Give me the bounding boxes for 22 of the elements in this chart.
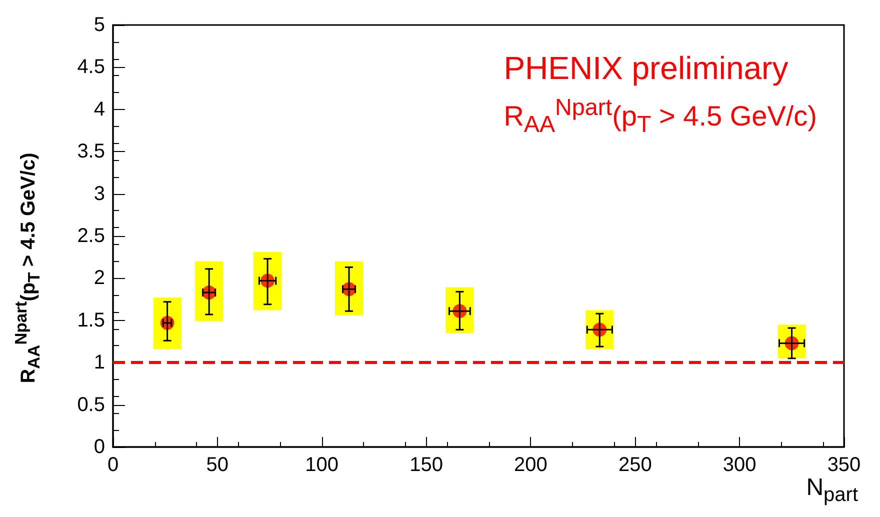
y-tick-label: 4.5	[77, 56, 105, 78]
y-tick-label: 3.5	[77, 140, 105, 163]
x-tick-label: 50	[206, 454, 229, 476]
y-tick-label: 2	[94, 267, 105, 290]
annotation: PHENIX preliminary	[504, 49, 790, 88]
y-tick-label: 1	[94, 352, 105, 374]
x-axis-title: N$_{part}$	[806, 474, 858, 506]
y-tick-label: 4	[94, 98, 105, 120]
x-tick-label: 100	[305, 454, 339, 476]
y-tick-label: 3	[94, 182, 105, 205]
x-tick-label: 300	[722, 454, 756, 476]
y-tick-label: 5	[94, 14, 105, 36]
x-tick-label: 0	[107, 454, 119, 476]
x-tick-label: 350	[827, 454, 861, 476]
x-tick-label: 250	[618, 454, 652, 476]
y-tick-label: 0	[94, 436, 105, 458]
y-tick-label: 0.5	[77, 394, 105, 416]
annotation: R$_{AA}$$^{Npart}$(p$_{T}$ > 4.5 GeV/c)	[504, 92, 817, 139]
x-tick-label: 150	[410, 454, 443, 476]
y-tick-label: 2.5	[77, 225, 105, 247]
y-tick-label: 1.5	[77, 309, 105, 332]
x-tick-label: 200	[514, 454, 548, 476]
